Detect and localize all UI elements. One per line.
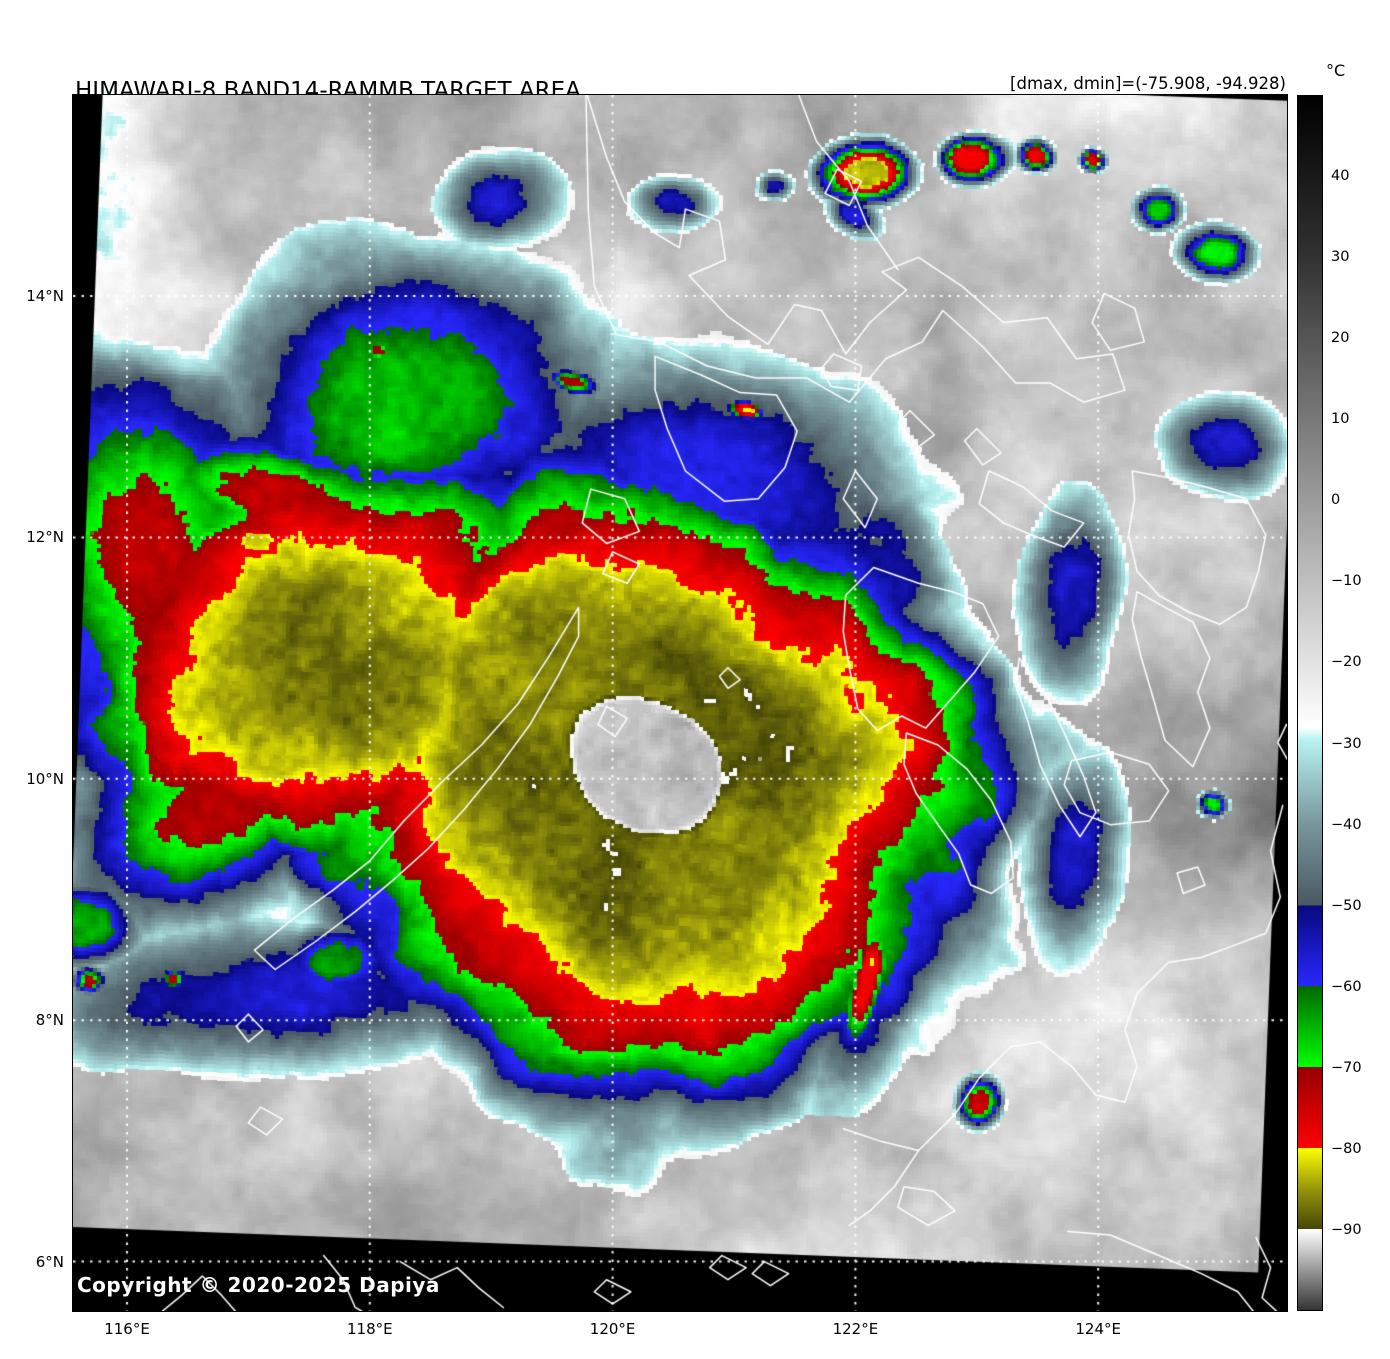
colorbar-tick-label: 20 xyxy=(1331,330,1350,347)
colorbar-tick-label: −60 xyxy=(1331,978,1362,995)
y-tick-label: 8°N xyxy=(35,1011,64,1030)
x-tick-label: 120°E xyxy=(589,1320,636,1338)
colorbar-tick-label: −40 xyxy=(1331,816,1362,833)
x-tick-label: 124°E xyxy=(1075,1320,1121,1338)
y-tick-label: 14°N xyxy=(26,287,64,305)
satellite-image-canvas xyxy=(73,95,1287,1311)
colorbar-tick-label: −80 xyxy=(1331,1140,1362,1157)
y-tick-label: 6°N xyxy=(35,1252,64,1271)
colorbar-tick-label: 0 xyxy=(1331,492,1341,509)
title-line: HIMAWARI-8 BAND14-RAMMB TARGET AREA xyxy=(75,78,581,104)
colorbar-tick-label: 10 xyxy=(1331,411,1350,428)
x-tick-label: 118°E xyxy=(346,1320,393,1338)
colorbar-unit-label: °C xyxy=(1326,61,1346,80)
colorbar-tick-label: 40 xyxy=(1331,168,1350,185)
temperature-colorbar xyxy=(1297,95,1323,1311)
colorbar-tick-label: −10 xyxy=(1331,573,1362,590)
stats-line: [dmax, dmin]=(-75.908, -94.928) xyxy=(1010,74,1286,93)
colorbar-tick-label: −20 xyxy=(1331,654,1362,671)
satellite-map-area: Copyright © 2020-2025 Dapiya xyxy=(72,94,1288,1312)
copyright-watermark: Copyright © 2020-2025 Dapiya xyxy=(77,1273,440,1297)
x-tick-label: 116°E xyxy=(104,1320,150,1338)
y-tick-label: 10°N xyxy=(26,769,64,788)
x-tick-label: 122°E xyxy=(832,1320,879,1338)
colorbar-tick-label: 30 xyxy=(1331,249,1350,266)
colorbar-tick-label: −70 xyxy=(1331,1059,1362,1076)
colorbar-tick-label: −90 xyxy=(1331,1221,1362,1238)
y-tick-label: 12°N xyxy=(26,528,64,547)
colorbar-tick-label: −50 xyxy=(1331,897,1362,914)
colorbar-tick-label: −30 xyxy=(1331,735,1362,752)
